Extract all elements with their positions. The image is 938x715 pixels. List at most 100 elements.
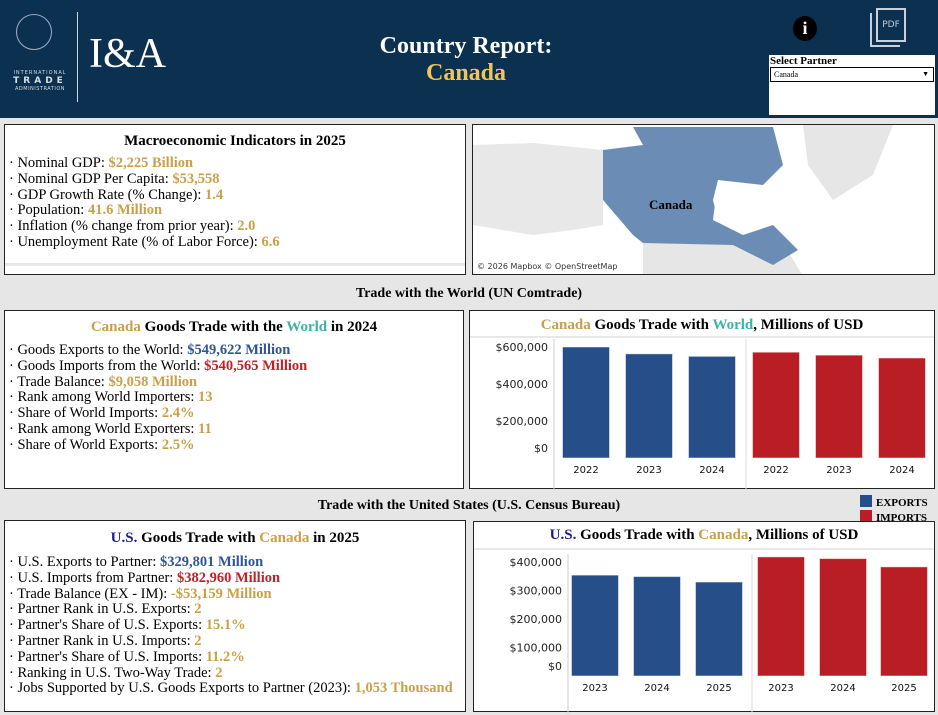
item-value: $2,225 Billion <box>108 155 194 171</box>
item-value: $9,058 Million <box>108 373 198 390</box>
info-icon[interactable]: i <box>793 16 817 41</box>
x-tick-label: 2024 <box>889 465 914 476</box>
y-tick-label: $600,000 <box>496 341 549 354</box>
bar-imports-2024 <box>878 357 926 459</box>
map-panel[interactable]: Canada © 2026 Mapbox © OpenStreetMap <box>472 124 935 275</box>
pdf-icon[interactable]: PDF <box>870 8 906 47</box>
x-tick-label: 2022 <box>573 465 598 476</box>
world-chart-title: Canada Goods Trade with World, Millions … <box>540 317 864 333</box>
list-item: · Share of World Imports: 2.4% <box>9 405 463 422</box>
bar-imports-2023 <box>757 556 805 677</box>
partner-selector: Select Partner Canada ▼ <box>769 55 935 115</box>
x-tick-label: 2024 <box>830 683 855 694</box>
item-label: · Partner Rank in U.S. Imports: <box>9 632 195 649</box>
select-partner-label: Select Partner <box>770 55 837 67</box>
y-tick-label: $200,000 <box>510 613 563 626</box>
item-value: $540,565 Million <box>204 357 308 374</box>
legend-item: EXPORTS <box>860 495 928 510</box>
logo-divider <box>77 12 78 102</box>
map-attribution[interactable]: © 2026 Mapbox © OpenStreetMap <box>477 262 618 271</box>
macro-title: Macroeconomic Indicators in 2025 <box>124 133 346 149</box>
item-label: · Nominal GDP: <box>9 155 109 171</box>
bar-exports-2023 <box>625 353 673 459</box>
bar-imports-2023 <box>815 354 863 459</box>
page-title: Country Report: <box>379 33 553 59</box>
item-value: 1.4 <box>204 186 224 203</box>
legend-swatch <box>860 510 872 522</box>
item-label: · Nominal GDP Per Capita: <box>9 170 173 187</box>
item-label: · Rank among World Exporters: <box>9 420 199 437</box>
us-title: U.S. Goods Trade with Canada in 2025 <box>110 530 360 546</box>
bar-exports-2024 <box>633 576 681 677</box>
world-list: · Goods Exports to the World: $549,622 M… <box>5 342 463 454</box>
item-value: 6.6 <box>261 233 280 250</box>
item-label: · Partner Rank in U.S. Exports: <box>9 601 195 618</box>
item-value: 2 <box>215 664 223 681</box>
bar-imports-2024 <box>819 558 867 677</box>
map[interactable] <box>473 125 935 275</box>
item-value: 11.2% <box>205 648 245 665</box>
y-tick-label: $400,000 <box>496 378 549 391</box>
list-item: · Rank among World Importers: 13 <box>9 389 463 406</box>
list-item: · Inflation (% change from prior year): … <box>9 218 465 235</box>
greenland-shape <box>803 125 893 200</box>
item-value: 1,053 Thousand <box>354 680 453 697</box>
item-value: -$53,159 Million <box>170 585 272 602</box>
world-title: Canada Goods Trade with the World in 202… <box>90 319 378 335</box>
x-tick-label: 2024 <box>699 465 724 476</box>
macro-panel: Macroeconomic Indicators in 2025 · Nomin… <box>4 124 466 275</box>
item-label: · Jobs Supported by U.S. Goods Exports t… <box>9 680 355 697</box>
x-tick-label: 2022 <box>763 465 788 476</box>
bar-imports-2025 <box>880 566 928 677</box>
item-label: · U.S. Exports to Partner: <box>9 554 161 570</box>
item-label: · GDP Growth Rate (% Change): <box>9 186 205 203</box>
x-tick-label: 2023 <box>636 465 661 476</box>
item-value: 2 <box>194 632 202 649</box>
item-label: · Inflation (% change from prior year): <box>9 218 238 235</box>
legend-swatch <box>860 495 872 507</box>
item-label: · Population: <box>9 202 88 219</box>
x-tick-label: 2025 <box>706 683 731 694</box>
list-item: · Goods Imports from the World: $540,565… <box>9 357 463 375</box>
bar-exports-2023 <box>571 574 619 677</box>
us-chart-title: U.S. Goods Trade with Canada, Millions o… <box>549 527 859 543</box>
us-bar-chart: $0 $100,000 $200,000 $300,000 $400,000 2023 20… <box>510 554 928 713</box>
map-country-label: Canada <box>649 197 693 212</box>
list-item: · U.S. Exports to Partner: $329,801 Mill… <box>9 554 465 571</box>
x-tick-label: 2024 <box>644 683 669 694</box>
canada-shape <box>603 127 798 265</box>
item-label: · Partner's Share of U.S. Imports: <box>9 648 206 665</box>
x-tick-label: 2023 <box>826 465 851 476</box>
list-item: · Share of World Exports: 2.5% <box>9 437 463 454</box>
y-tick-label: $100,000 <box>510 642 563 655</box>
item-label: · Rank among World Importers: <box>9 389 199 406</box>
item-label: · Partner's Share of U.S. Exports: <box>9 617 206 634</box>
partner-dropdown[interactable]: Canada ▼ <box>770 67 934 82</box>
item-label: · Goods Imports from the World: <box>9 357 205 374</box>
item-value: $329,801 Million <box>160 554 264 570</box>
legend-label: EXPORTS <box>876 497 928 509</box>
us-chart-panel: U.S. Goods Trade with Canada, Millions o… <box>473 521 935 713</box>
world-bar-chart: $0 $200,000 $400,000 $600,000 2022 2023 2024 20… <box>496 339 926 490</box>
list-item: · Rank among World Exporters: 11 <box>9 420 463 438</box>
chevron-down-icon: ▼ <box>922 70 929 78</box>
item-value: 15.1% <box>205 617 246 634</box>
world-panel: Canada Goods Trade with the World in 202… <box>4 310 464 489</box>
x-tick-label: 2025 <box>891 683 916 694</box>
list-item: · Trade Balance (EX - IM): -$53,159 Mill… <box>9 585 465 603</box>
x-tick-label: 2023 <box>582 683 607 694</box>
list-item: · Partner Rank in U.S. Imports: 2 <box>9 632 465 650</box>
world-chart-panel: Canada Goods Trade with World, Millions … <box>469 310 935 490</box>
item-label: · Trade Balance (EX - IM): <box>9 585 171 602</box>
item-label: · U.S. Imports from Partner: <box>9 569 177 586</box>
us-panel: U.S. Goods Trade with Canada in 2025 · U… <box>4 520 466 712</box>
list-item: · GDP Growth Rate (% Change): 1.4 <box>9 186 465 204</box>
doc-seal-logo <box>16 14 52 50</box>
list-item: · U.S. Imports from Partner: $382,960 Mi… <box>9 569 465 587</box>
y-tick-label: $400,000 <box>510 556 563 569</box>
bar-exports-2025 <box>695 581 743 677</box>
list-item: · Partner's Share of U.S. Exports: 15.1% <box>9 617 465 634</box>
header: INTERNATIONAL TRADE ADMINISTRATION I&A C… <box>0 0 938 118</box>
list-item: · Trade Balance: $9,058 Million <box>9 373 463 391</box>
list-item: · Nominal GDP: $2,225 Billion <box>9 155 465 172</box>
